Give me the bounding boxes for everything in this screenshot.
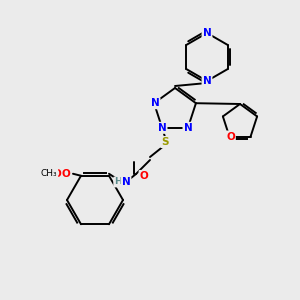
Text: N: N [122,177,130,187]
Text: N: N [202,76,211,86]
Text: CH₃: CH₃ [41,169,57,178]
Text: H: H [114,178,122,187]
Text: O: O [226,132,235,142]
Text: N: N [151,98,160,108]
Text: N: N [202,28,211,38]
Text: O: O [52,169,62,179]
Text: S: S [161,137,169,147]
Text: O: O [140,171,148,181]
Text: N: N [184,123,192,133]
Text: O: O [61,169,70,179]
Text: N: N [158,123,167,133]
